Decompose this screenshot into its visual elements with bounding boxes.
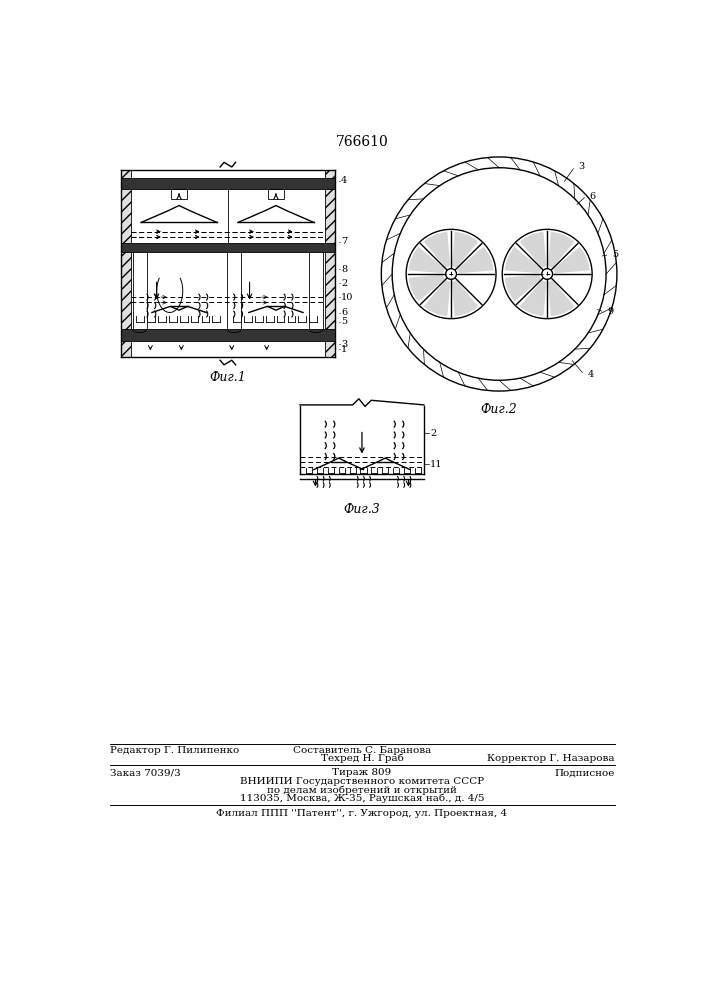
Wedge shape (423, 232, 450, 268)
Text: Техред Н. Граб: Техред Н. Граб (320, 754, 404, 763)
Wedge shape (452, 280, 479, 316)
Text: Филиал ППП ''Патент'', г. Ужгород, ул. Проектная, 4: Филиал ППП ''Патент'', г. Ужгород, ул. П… (216, 809, 508, 818)
Wedge shape (520, 232, 547, 268)
Text: 1: 1 (341, 345, 347, 354)
Text: Тираж 809: Тираж 809 (332, 768, 392, 777)
Bar (121, 178, 335, 189)
Text: 10: 10 (341, 293, 354, 302)
Circle shape (445, 269, 457, 279)
Bar (121, 170, 131, 357)
Wedge shape (423, 280, 450, 316)
Text: 6: 6 (590, 192, 595, 201)
Bar (268, 189, 284, 199)
Wedge shape (409, 275, 445, 301)
Text: 6: 6 (341, 308, 347, 317)
Bar (121, 329, 335, 341)
Wedge shape (548, 232, 575, 268)
Text: 5: 5 (612, 250, 618, 259)
Text: Редактор Г. Пилипенко: Редактор Г. Пилипенко (110, 746, 240, 755)
Bar (121, 243, 335, 252)
Text: 8: 8 (341, 265, 347, 274)
Text: Фиг.2: Фиг.2 (481, 403, 518, 416)
Wedge shape (457, 247, 493, 273)
Text: 4: 4 (341, 176, 347, 185)
Wedge shape (409, 247, 445, 273)
Text: 3: 3 (341, 340, 347, 349)
Wedge shape (553, 247, 590, 273)
Wedge shape (548, 280, 575, 316)
Text: 3: 3 (578, 162, 585, 171)
Text: 2: 2 (341, 279, 347, 288)
Wedge shape (505, 275, 542, 301)
Text: 11: 11 (430, 460, 443, 469)
Text: Фиг.3: Фиг.3 (344, 503, 380, 516)
Text: 766610: 766610 (336, 135, 388, 149)
Circle shape (542, 269, 553, 279)
Text: Фиг.1: Фиг.1 (209, 371, 246, 384)
Text: ВНИИПИ Государственного комитета СССР: ВНИИПИ Государственного комитета СССР (240, 777, 484, 786)
Text: Составитель С. Баранова: Составитель С. Баранова (293, 746, 431, 755)
Text: 4: 4 (588, 370, 594, 379)
Text: по делам изобретений и открытий: по делам изобретений и открытий (267, 785, 457, 795)
Wedge shape (452, 232, 479, 268)
Text: Подписное: Подписное (554, 768, 614, 777)
Text: Заказ 7039/3: Заказ 7039/3 (110, 768, 181, 777)
Text: Корректор Г. Назарова: Корректор Г. Назарова (487, 754, 614, 763)
Text: 2: 2 (430, 429, 436, 438)
Text: 113035, Москва, Ж-35, Раушская наб., д. 4/5: 113035, Москва, Ж-35, Раушская наб., д. … (240, 794, 484, 803)
Bar (171, 189, 187, 199)
Text: 9: 9 (607, 307, 613, 316)
Wedge shape (505, 247, 542, 273)
Text: 7: 7 (341, 237, 347, 246)
Text: 5: 5 (341, 317, 347, 326)
Wedge shape (520, 280, 547, 316)
Bar (325, 170, 335, 357)
